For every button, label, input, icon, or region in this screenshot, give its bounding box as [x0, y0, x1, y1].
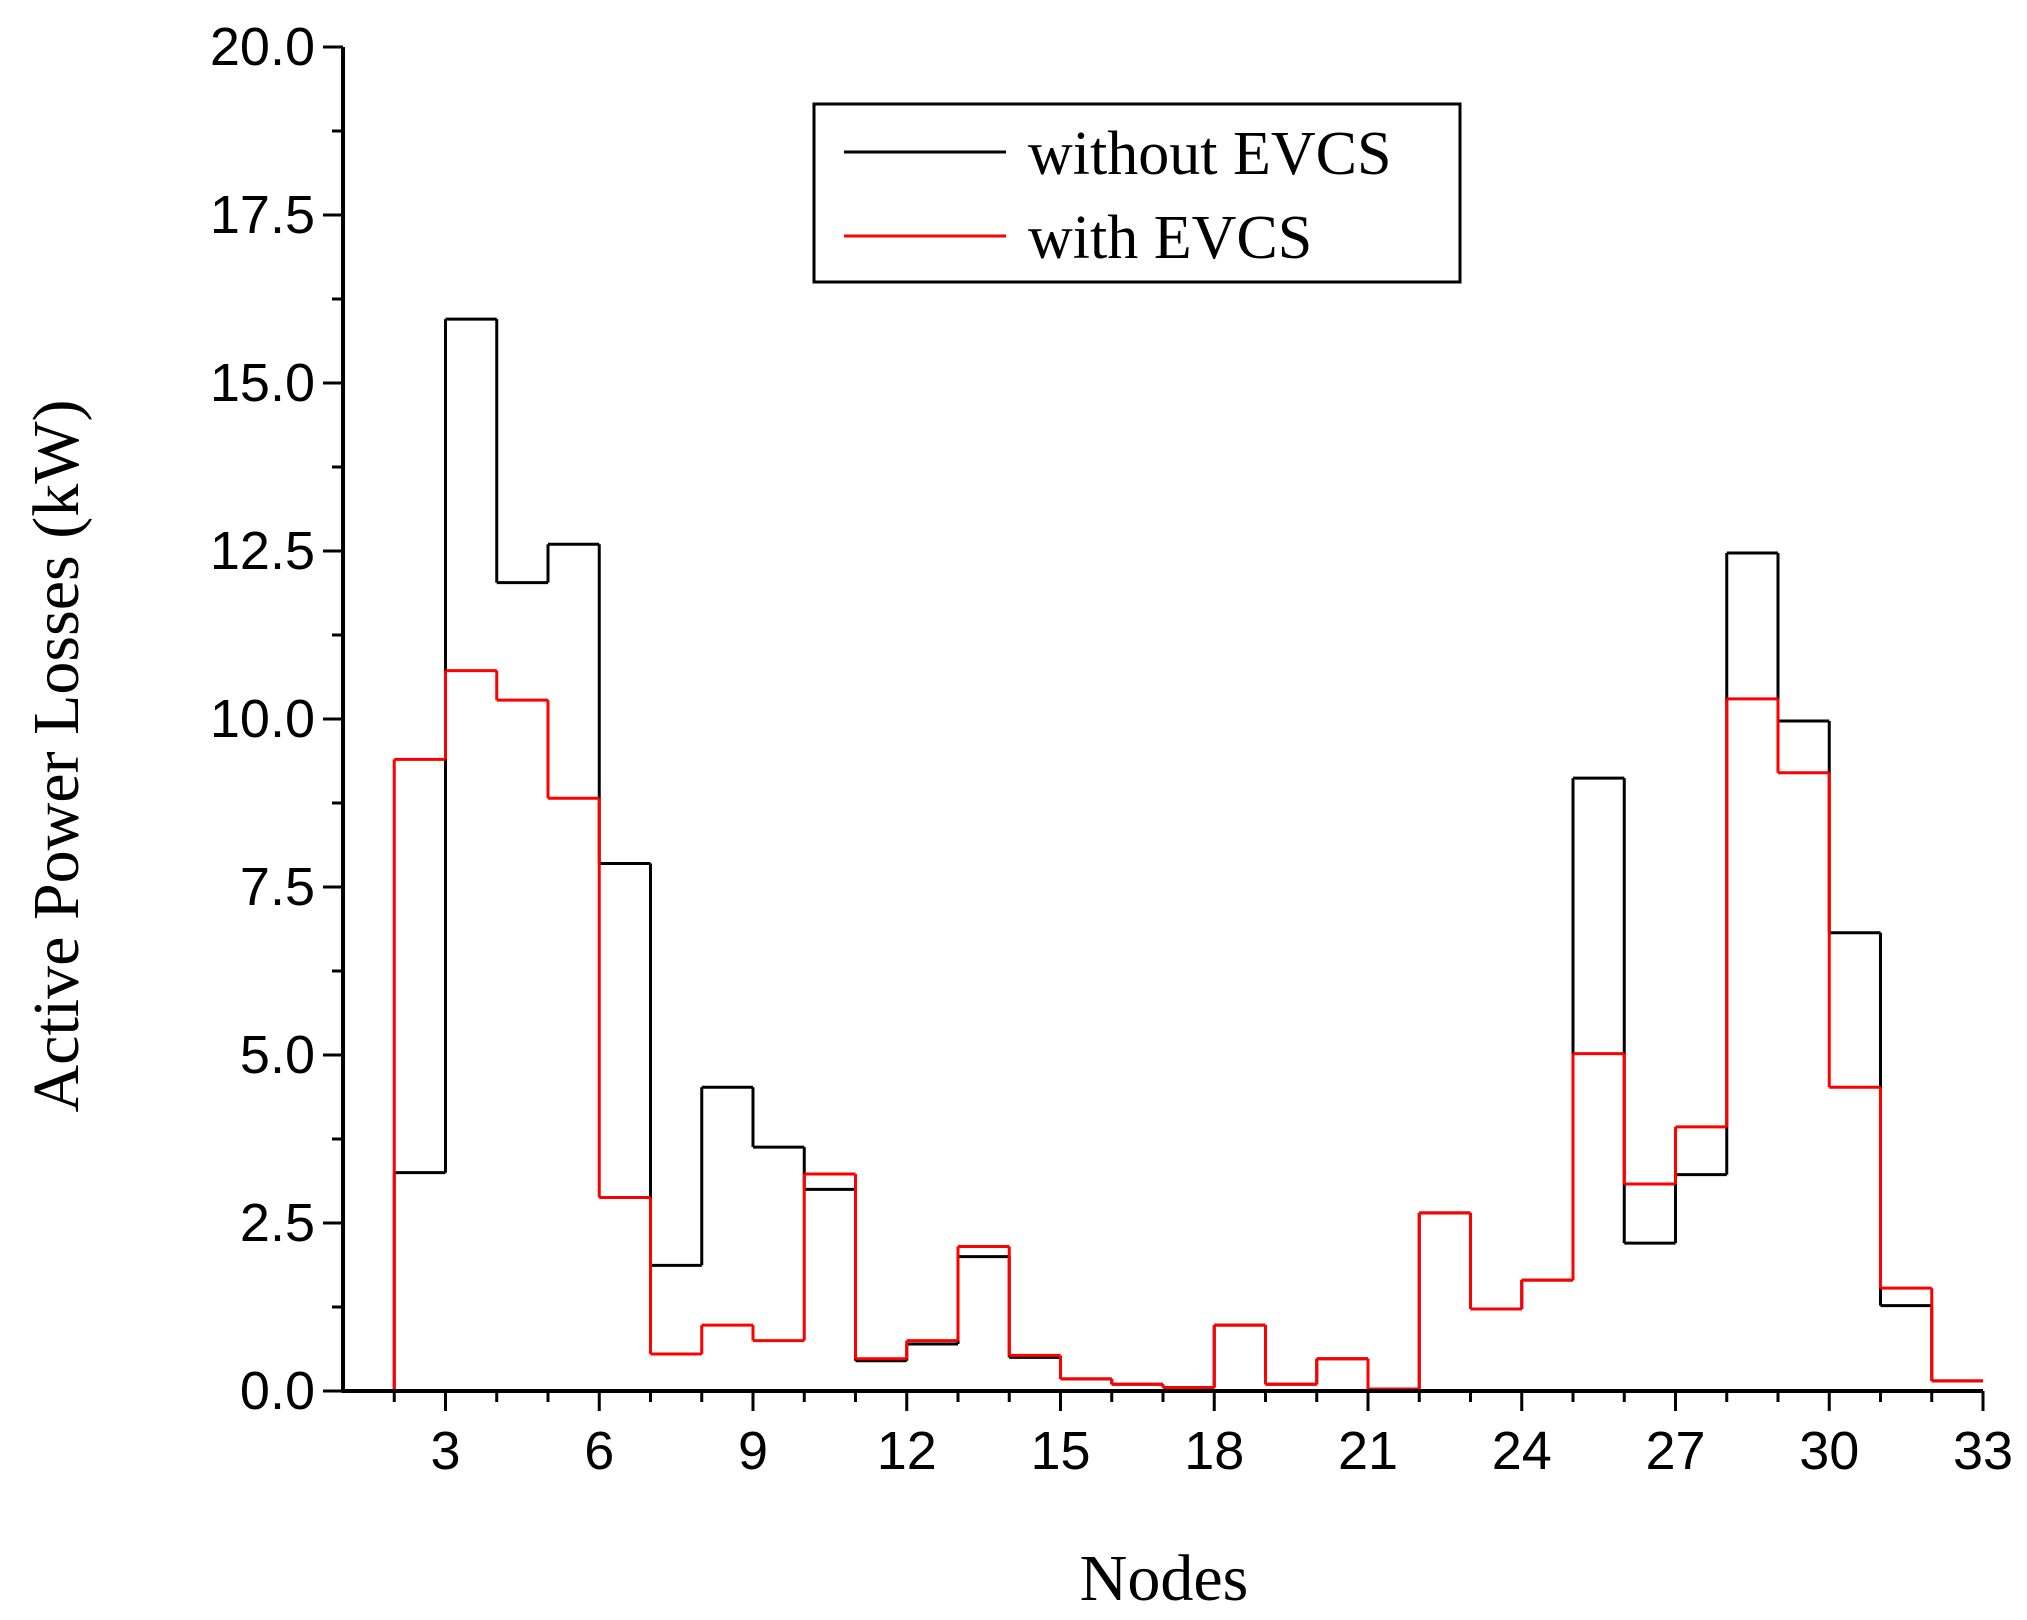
x-tick-labels: 3 6 9 12 15 18 21 24 27 30 33: [430, 1421, 2013, 1481]
legend-label-without-evcs: without EVCS: [1028, 120, 1391, 188]
x-tick-label: 21: [1338, 1421, 1398, 1481]
y-axis-title: Active Power Losses (kW): [20, 400, 93, 1113]
series-layer: [343, 317, 1983, 1393]
y-tick-label: 12.5: [210, 521, 315, 581]
y-tick-label: 7.5: [240, 857, 315, 917]
x-axis-title: Nodes: [1080, 1542, 1249, 1615]
y-tick-label: 15.0: [210, 353, 315, 413]
y-tick-label: 0.0: [240, 1361, 315, 1421]
y-tick-label: 20.0: [210, 17, 315, 77]
x-tick-label: 30: [1799, 1421, 1859, 1481]
x-tick-label: 9: [738, 1421, 768, 1481]
y-tick-label: 5.0: [240, 1025, 315, 1085]
x-tick-label: 3: [430, 1421, 460, 1481]
y-tick-label: 17.5: [210, 185, 315, 245]
legend-box: [812, 102, 1462, 284]
series-without-evcs: [343, 317, 1983, 1393]
x-tick-label: 27: [1645, 1421, 1705, 1481]
y-tick-label: 2.5: [240, 1193, 315, 1253]
x-tick-label: 24: [1492, 1421, 1552, 1481]
x-tick-label: 12: [877, 1421, 937, 1481]
legend-label-with-evcs: with EVCS: [1028, 204, 1312, 272]
x-tick-label: 15: [1030, 1421, 1090, 1481]
x-tick-label: 18: [1184, 1421, 1244, 1481]
series-with-evcs: [343, 669, 1983, 1393]
axes: [341, 47, 1983, 1393]
x-tick-label: 33: [1953, 1421, 2013, 1481]
y-tick-labels: 0.0 2.5 5.0 7.5 10.0 12.5 15.0 17.5 20.0: [210, 17, 315, 1421]
legend: without EVCS with EVCS: [812, 102, 1462, 284]
y-tick-label: 10.0: [210, 689, 315, 749]
x-tick-label: 6: [584, 1421, 614, 1481]
